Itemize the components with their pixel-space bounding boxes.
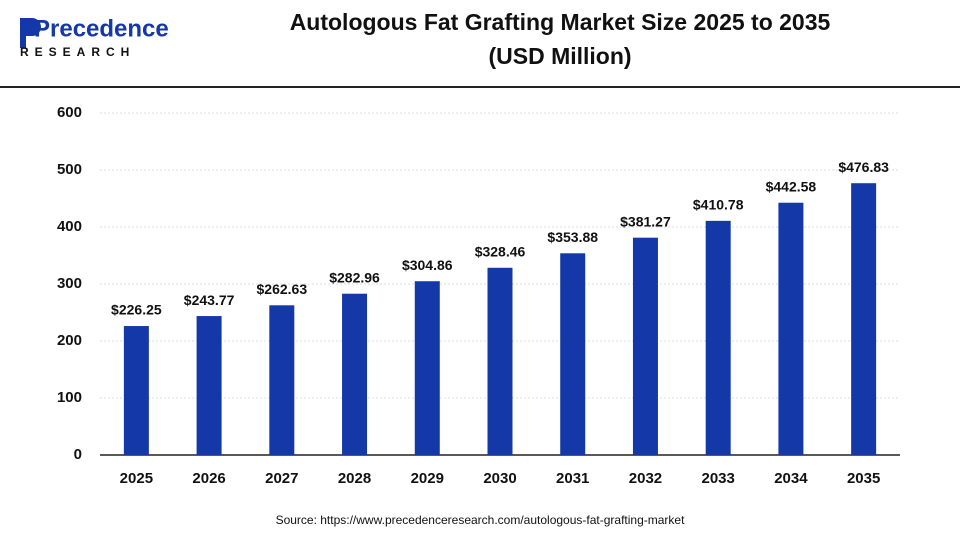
x-tick-label: 2026	[192, 470, 225, 487]
value-label: $353.88	[547, 229, 598, 245]
value-label: $262.63	[257, 281, 308, 297]
value-label: $328.46	[475, 243, 526, 259]
logo-subtext: RESEARCH	[20, 45, 135, 59]
value-label: $442.58	[766, 178, 817, 194]
logo: Precedence RESEARCH	[20, 15, 169, 59]
x-tick-label: 2033	[701, 470, 734, 487]
bar	[560, 253, 586, 455]
y-tick-label: 100	[57, 389, 82, 406]
bar	[487, 267, 513, 455]
bar	[269, 305, 295, 455]
value-label: $476.83	[838, 159, 889, 175]
y-tick-label: 400	[57, 218, 82, 235]
x-tick-label: 2034	[774, 470, 808, 487]
x-tick-label: 2030	[483, 470, 516, 487]
chart-title: Autologous Fat Grafting Market Size 2025…	[290, 9, 831, 35]
logo-icon	[20, 18, 41, 48]
chart-subtitle: (USD Million)	[488, 43, 631, 69]
x-tick-label: 2025	[120, 470, 153, 487]
x-tick-label: 2028	[338, 470, 371, 487]
value-label: $282.96	[329, 269, 380, 285]
y-tick-label: 0	[74, 446, 82, 463]
bar	[123, 326, 149, 455]
bar	[778, 202, 804, 455]
x-tick-label: 2032	[629, 470, 662, 487]
y-tick-label: 600	[57, 104, 82, 121]
source: Source: https://www.precedenceresearch.c…	[276, 513, 686, 527]
logo-text: Precedence	[34, 15, 169, 42]
bar	[414, 281, 440, 455]
bar	[196, 316, 222, 455]
x-tick-label: 2035	[847, 470, 880, 487]
value-label: $304.86	[402, 257, 453, 273]
y-tick-label: 500	[57, 161, 82, 178]
y-tick-label: 300	[57, 275, 82, 292]
value-label: $410.78	[693, 197, 744, 213]
value-label: $226.25	[111, 302, 162, 318]
x-tick-label: 2029	[411, 470, 444, 487]
bar	[342, 293, 368, 455]
y-tick-label: 200	[57, 332, 82, 349]
x-tick-label: 2031	[556, 470, 589, 487]
value-label: $381.27	[620, 213, 671, 229]
x-tick-label: 2027	[265, 470, 298, 487]
value-label: $243.77	[184, 292, 235, 308]
bar	[705, 220, 731, 455]
bar	[851, 183, 877, 455]
bar	[632, 237, 658, 455]
